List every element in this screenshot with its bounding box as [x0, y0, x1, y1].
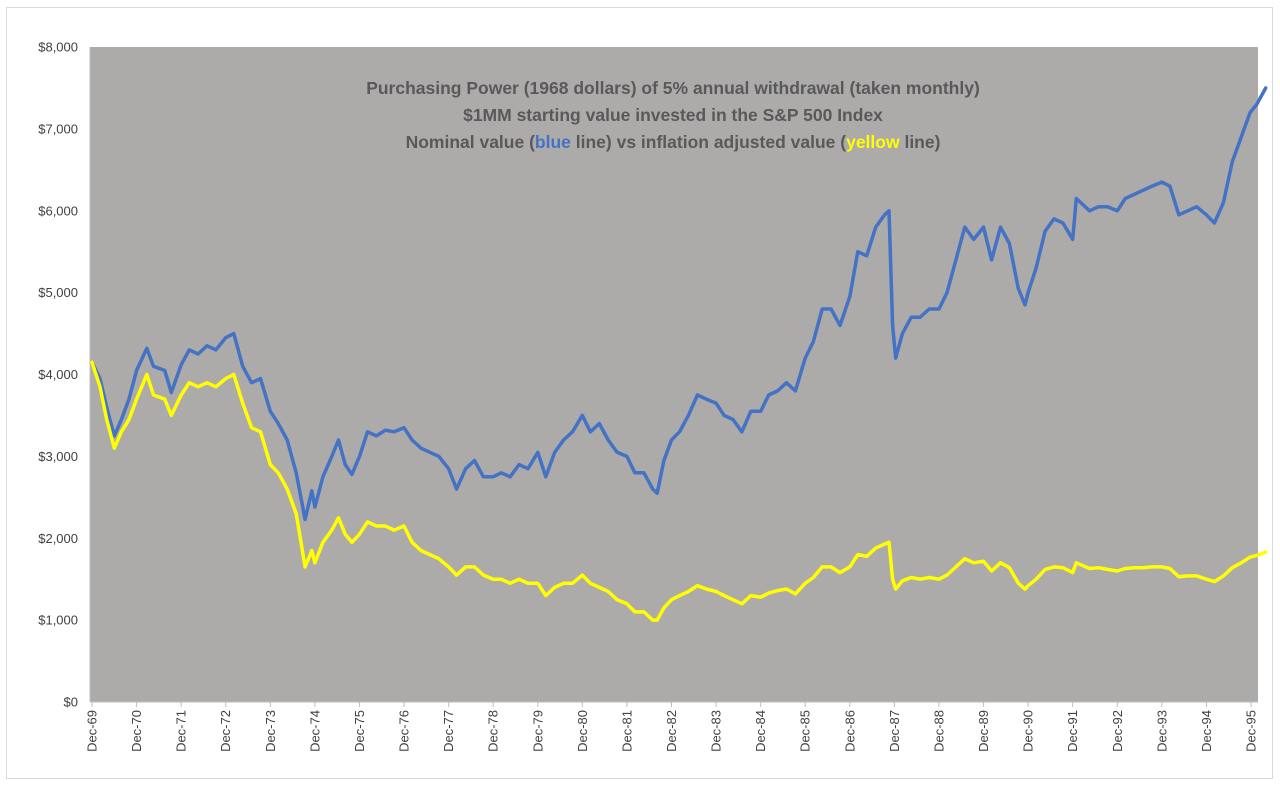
y-tick-label: $7,000 — [38, 121, 78, 136]
plot-area — [90, 47, 1258, 702]
title-segment: $1MM starting value invested in the S&P … — [463, 105, 883, 125]
y-tick-label: $6,000 — [38, 203, 78, 218]
x-axis: Dec-69 Dec-70 Dec-71 Dec-72 Dec-73 Dec-74 Dec-… — [85, 701, 1259, 752]
x-tick-label: Dec-85 — [798, 710, 813, 752]
title-segment: line) — [900, 132, 941, 152]
y-tick-label: $3,000 — [38, 449, 78, 464]
x-tick-label: Dec-73 — [263, 710, 278, 752]
x-tick-label: Dec-84 — [753, 710, 768, 752]
x-tick-label: Dec-95 — [1244, 710, 1259, 752]
title-segment: line) vs inflation adjusted value ( — [571, 132, 846, 152]
inflation-adjusted-line — [90, 360, 1268, 622]
nominal-value-line — [90, 86, 1268, 522]
x-tick-label: Dec-92 — [1110, 710, 1125, 752]
x-tick-label: Dec-94 — [1199, 710, 1214, 752]
chart-title-line-3: Nominal value (blue line) vs inflation a… — [406, 132, 941, 152]
x-tick-label: Dec-93 — [1154, 710, 1169, 752]
y-tick-label: $8,000 — [38, 40, 78, 55]
y-tick-label: $2,000 — [38, 531, 78, 546]
x-tick-label: Dec-88 — [931, 710, 946, 752]
x-tick-label: Dec-77 — [441, 710, 456, 752]
x-tick-label: Dec-82 — [664, 710, 679, 752]
x-tick-label: Dec-91 — [1065, 710, 1080, 752]
x-tick-label: Dec-87 — [887, 710, 902, 752]
x-tick-label: Dec-89 — [976, 710, 991, 752]
title-segment: Purchasing Power (1968 dollars) of 5% an… — [366, 78, 980, 98]
y-tick-label: $5,000 — [38, 285, 78, 300]
y-tick-label: $0 — [64, 695, 78, 710]
x-tick-label: Dec-71 — [174, 710, 189, 752]
series-group — [90, 86, 1268, 622]
x-tick-label: Dec-80 — [575, 710, 590, 752]
x-tick-label: Dec-72 — [218, 710, 233, 752]
title-segment: yellow — [846, 132, 900, 152]
y-tick-label: $1,000 — [38, 613, 78, 628]
x-tick-label: Dec-69 — [85, 710, 100, 752]
chart-title-line-1: Purchasing Power (1968 dollars) of 5% an… — [366, 78, 980, 98]
x-tick-label: Dec-76 — [397, 710, 412, 752]
x-tick-label: Dec-78 — [486, 710, 501, 752]
x-tick-label: Dec-70 — [129, 710, 144, 752]
x-tick-label: Dec-90 — [1021, 710, 1036, 752]
chart-title: Purchasing Power (1968 dollars) of 5% an… — [366, 78, 980, 152]
title-segment: Nominal value ( — [406, 132, 536, 152]
x-tick-label: Dec-75 — [352, 710, 367, 752]
title-segment: blue — [535, 132, 571, 152]
y-tick-label: $4,000 — [38, 367, 78, 382]
x-tick-label: Dec-86 — [842, 710, 857, 752]
chart-title-line-2: $1MM starting value invested in the S&P … — [463, 105, 883, 125]
y-axis: $0 $1,000 $2,000 $3,000 $4,000 $5,000 $6,000 $7… — [38, 40, 91, 710]
x-tick-label: Dec-81 — [619, 710, 634, 752]
x-tick-label: Dec-74 — [307, 710, 322, 752]
x-tick-label: Dec-83 — [709, 710, 724, 752]
x-tick-label: Dec-79 — [530, 710, 545, 752]
